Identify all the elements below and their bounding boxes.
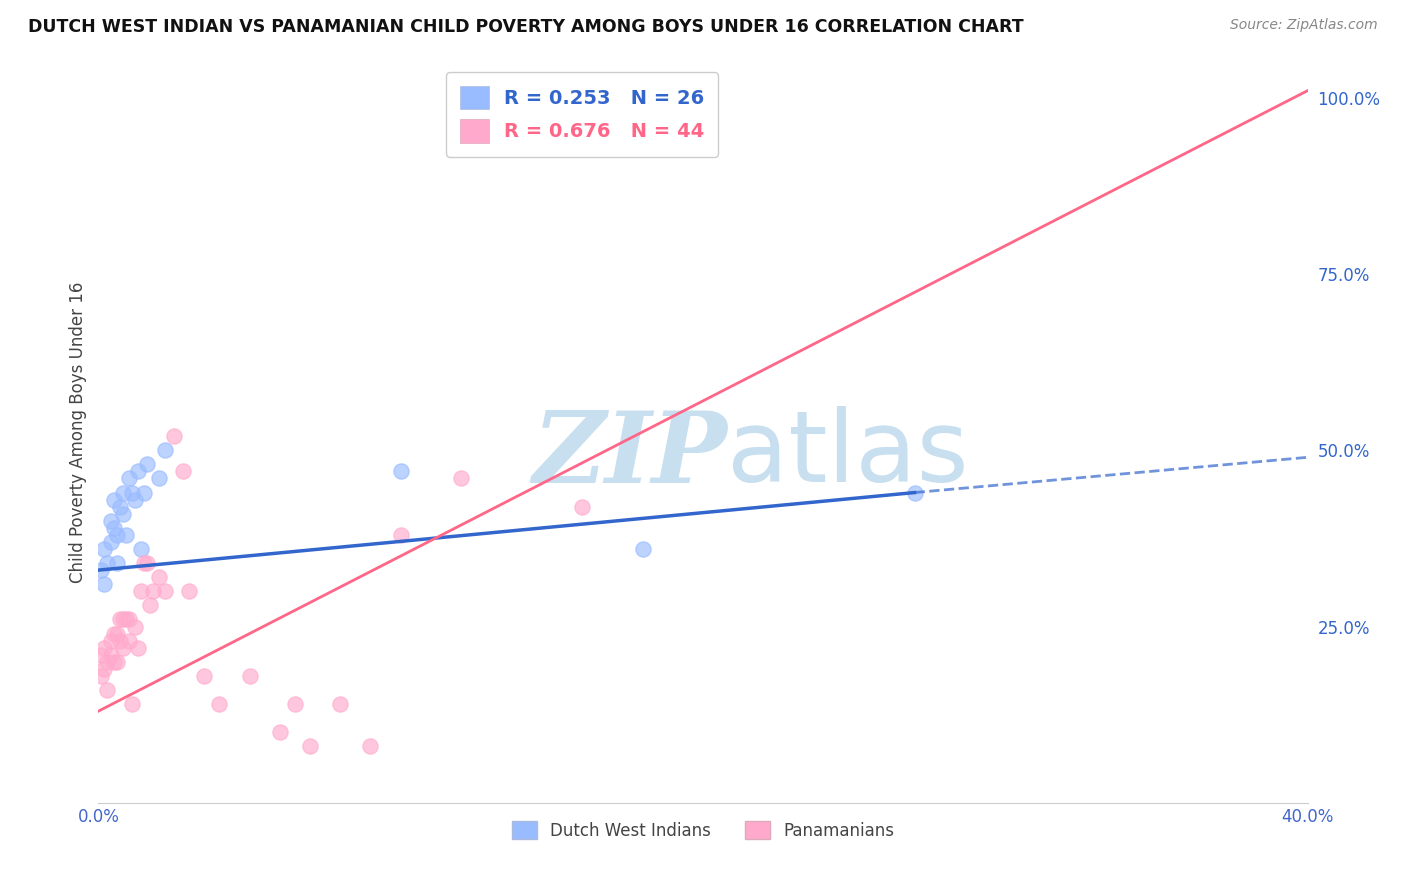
Point (360, 739, 382, 754)
Point (269, 725, 291, 739)
Point (90, 563, 112, 577)
Point (163, 429, 186, 443)
Text: atlas: atlas (727, 407, 969, 503)
Point (100, 633, 122, 648)
Point (127, 640, 149, 655)
Point (139, 599, 162, 613)
Point (571, 500, 593, 514)
Point (111, 612, 134, 626)
Point (172, 464, 194, 478)
Text: Source: ZipAtlas.com: Source: ZipAtlas.com (1230, 18, 1378, 32)
Point (103, 492, 125, 507)
Point (105, 626, 128, 640)
Point (96, 683, 118, 698)
Point (100, 535, 122, 549)
Point (135, 556, 157, 570)
Legend: Dutch West Indians, Panamanians: Dutch West Indians, Panamanians (505, 814, 901, 847)
Point (389, 464, 412, 478)
Point (129, 541, 152, 556)
Point (111, 640, 134, 655)
Point (135, 458, 157, 472)
Point (114, 612, 136, 626)
Point (118, 633, 141, 648)
Text: ZIP: ZIP (533, 407, 727, 503)
Point (132, 556, 155, 570)
Point (904, 485, 927, 500)
Point (208, 697, 231, 711)
Point (103, 626, 125, 640)
Point (129, 584, 152, 599)
Point (103, 655, 125, 669)
Point (93, 577, 115, 591)
Point (90, 669, 112, 683)
Point (118, 612, 141, 626)
Point (153, 584, 176, 599)
Point (111, 485, 134, 500)
Point (108, 500, 131, 514)
Point (111, 507, 134, 521)
Point (179, 584, 201, 599)
Point (100, 648, 122, 662)
Point (124, 619, 146, 633)
Point (148, 570, 170, 584)
Point (105, 556, 128, 570)
Point (153, 443, 176, 458)
Point (96, 556, 118, 570)
Point (284, 697, 307, 711)
Point (105, 655, 128, 669)
Point (299, 739, 322, 754)
Point (124, 492, 146, 507)
Point (90, 648, 112, 662)
Point (121, 485, 143, 500)
Point (450, 471, 472, 485)
Point (100, 514, 122, 528)
Point (93, 640, 115, 655)
Point (108, 612, 131, 626)
Point (132, 485, 155, 500)
Point (108, 633, 131, 648)
Point (389, 528, 412, 542)
Point (127, 464, 149, 478)
Point (329, 697, 352, 711)
Point (93, 662, 115, 676)
Text: DUTCH WEST INDIAN VS PANAMANIAN CHILD POVERTY AMONG BOYS UNDER 16 CORRELATION CH: DUTCH WEST INDIAN VS PANAMANIAN CHILD PO… (28, 18, 1024, 36)
Point (631, 541, 654, 556)
Point (121, 697, 143, 711)
Point (148, 471, 170, 485)
Point (118, 471, 141, 485)
Point (239, 669, 262, 683)
Y-axis label: Child Poverty Among Boys Under 16: Child Poverty Among Boys Under 16 (69, 282, 87, 583)
Point (114, 528, 136, 542)
Point (142, 584, 165, 599)
Point (93, 541, 115, 556)
Point (105, 528, 128, 542)
Point (96, 655, 118, 669)
Point (103, 521, 125, 535)
Point (193, 669, 215, 683)
